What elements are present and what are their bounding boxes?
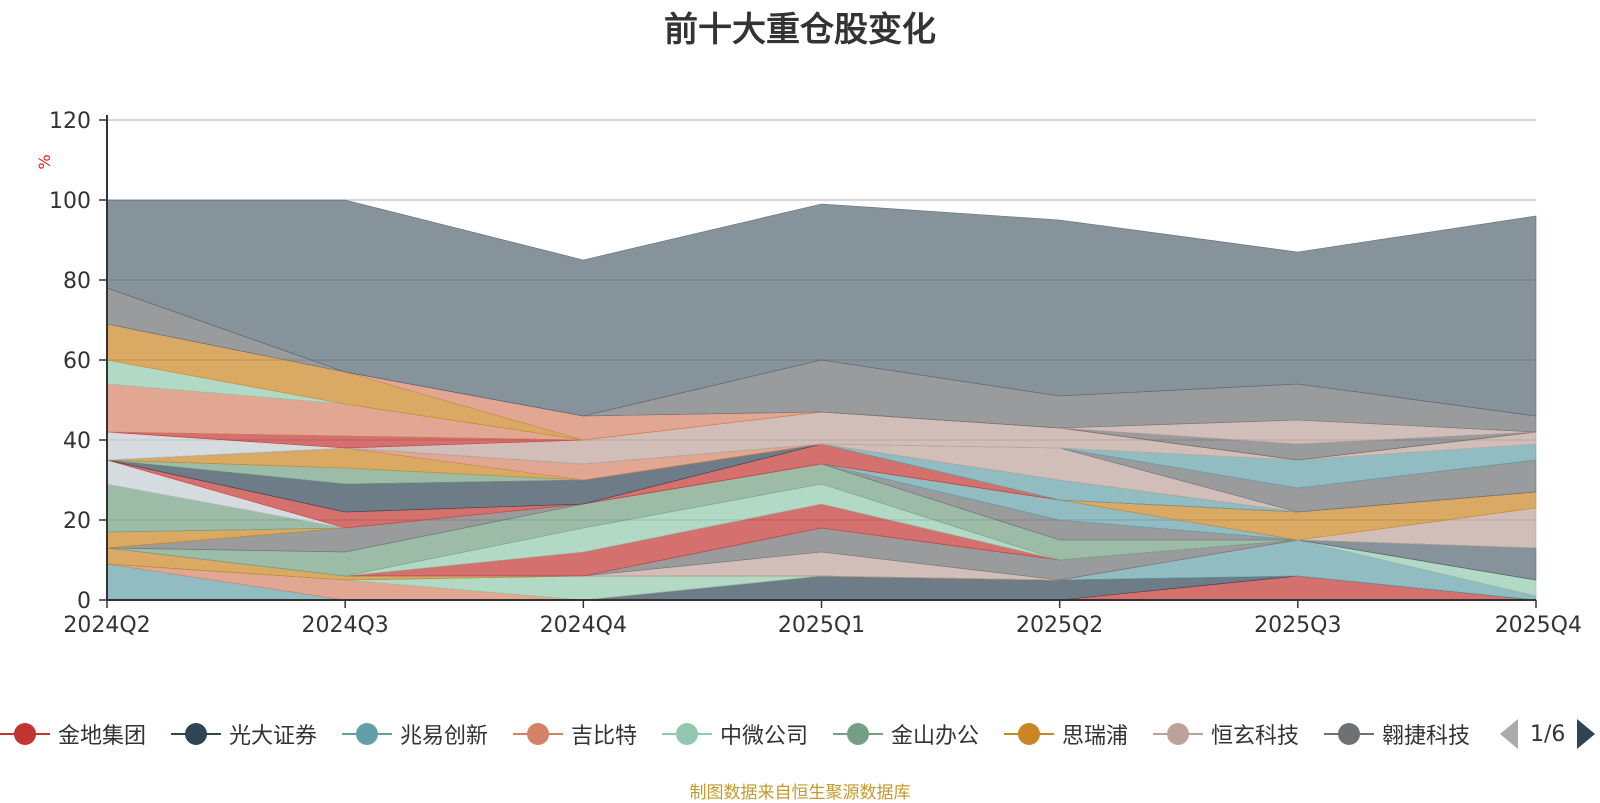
y-tick-label: 60 (63, 349, 91, 374)
legend-pager: 1/6 (1500, 716, 1596, 752)
legend-label: 兆易创新 (400, 724, 489, 749)
legend-item[interactable]: 光大证券 (171, 714, 317, 754)
pager-prev-icon[interactable] (1500, 719, 1518, 749)
pager-text: 1/6 (1530, 721, 1566, 747)
y-tick-label: 20 (63, 509, 91, 534)
legend-label: 翱捷科技 (1382, 724, 1471, 749)
legend-marker-icon (662, 720, 712, 748)
legend-marker-icon (1153, 720, 1203, 748)
legend: 金地集团 光大证券 兆易创新 吉比特 中微公司 金山办公 思瑞浦 恒玄科技 翱捷科技 (0, 714, 1478, 754)
legend-item[interactable]: 金山办公 (833, 714, 979, 754)
legend-marker-icon (1324, 720, 1374, 748)
source-note: 制图数据来自恒生聚源数据库 (689, 783, 911, 803)
legend-marker-icon (171, 720, 221, 748)
chart-plot: 0 20 40 60 80 100 120 2024Q2 2024Q3 2024Q4 2025Q1 2… (35, 109, 1582, 638)
y-tick-label: 80 (63, 269, 91, 294)
y-tick-label: 0 (77, 589, 91, 614)
x-tick-label: 2024Q2 (63, 613, 150, 638)
legend-label: 金山办公 (891, 724, 980, 749)
legend-marker-icon (513, 720, 563, 748)
legend-marker-icon (342, 720, 392, 748)
legend-label: 恒玄科技 (1211, 724, 1300, 749)
y-tick-label: 100 (49, 189, 91, 214)
y-tick-label: 40 (63, 429, 91, 454)
legend-marker-icon (0, 720, 50, 748)
legend-label: 金地集团 (58, 724, 147, 749)
legend-item[interactable]: 恒玄科技 (1153, 714, 1299, 754)
legend-item[interactable]: 兆易创新 (342, 714, 488, 754)
pager-next-icon[interactable] (1577, 719, 1596, 749)
legend-label: 吉比特 (571, 724, 638, 749)
legend-label: 光大证券 (229, 724, 318, 749)
legend-label: 中微公司 (720, 724, 809, 749)
legend-item[interactable]: 金地集团 (0, 714, 146, 754)
y-unit-label: % (35, 154, 54, 169)
legend-marker-icon (1004, 720, 1054, 748)
legend-item[interactable]: 吉比特 (513, 714, 637, 754)
x-tick-label: 2025Q4 (1495, 613, 1582, 638)
x-tick-label: 2025Q3 (1254, 613, 1341, 638)
x-tick-label: 2025Q1 (778, 613, 865, 638)
legend-marker-icon (833, 720, 883, 748)
area-series-41 (106, 199, 1537, 417)
legend-item[interactable]: 中微公司 (662, 714, 808, 754)
y-tick-label: 120 (49, 109, 91, 134)
area-layer (106, 199, 1537, 601)
legend-item[interactable]: 翱捷科技 (1324, 714, 1470, 754)
x-tick-label: 2025Q2 (1016, 613, 1103, 638)
x-tick-label: 2024Q3 (302, 613, 389, 638)
x-tick-label: 2024Q4 (540, 613, 627, 638)
chart-title: 前十大重仓股变化 (664, 10, 936, 50)
legend-label: 思瑞浦 (1062, 724, 1129, 749)
axis-layer: 0 20 40 60 80 100 120 2024Q2 2024Q3 2024Q4 2025Q1 2… (35, 109, 1582, 638)
legend-item[interactable]: 思瑞浦 (1004, 714, 1128, 754)
